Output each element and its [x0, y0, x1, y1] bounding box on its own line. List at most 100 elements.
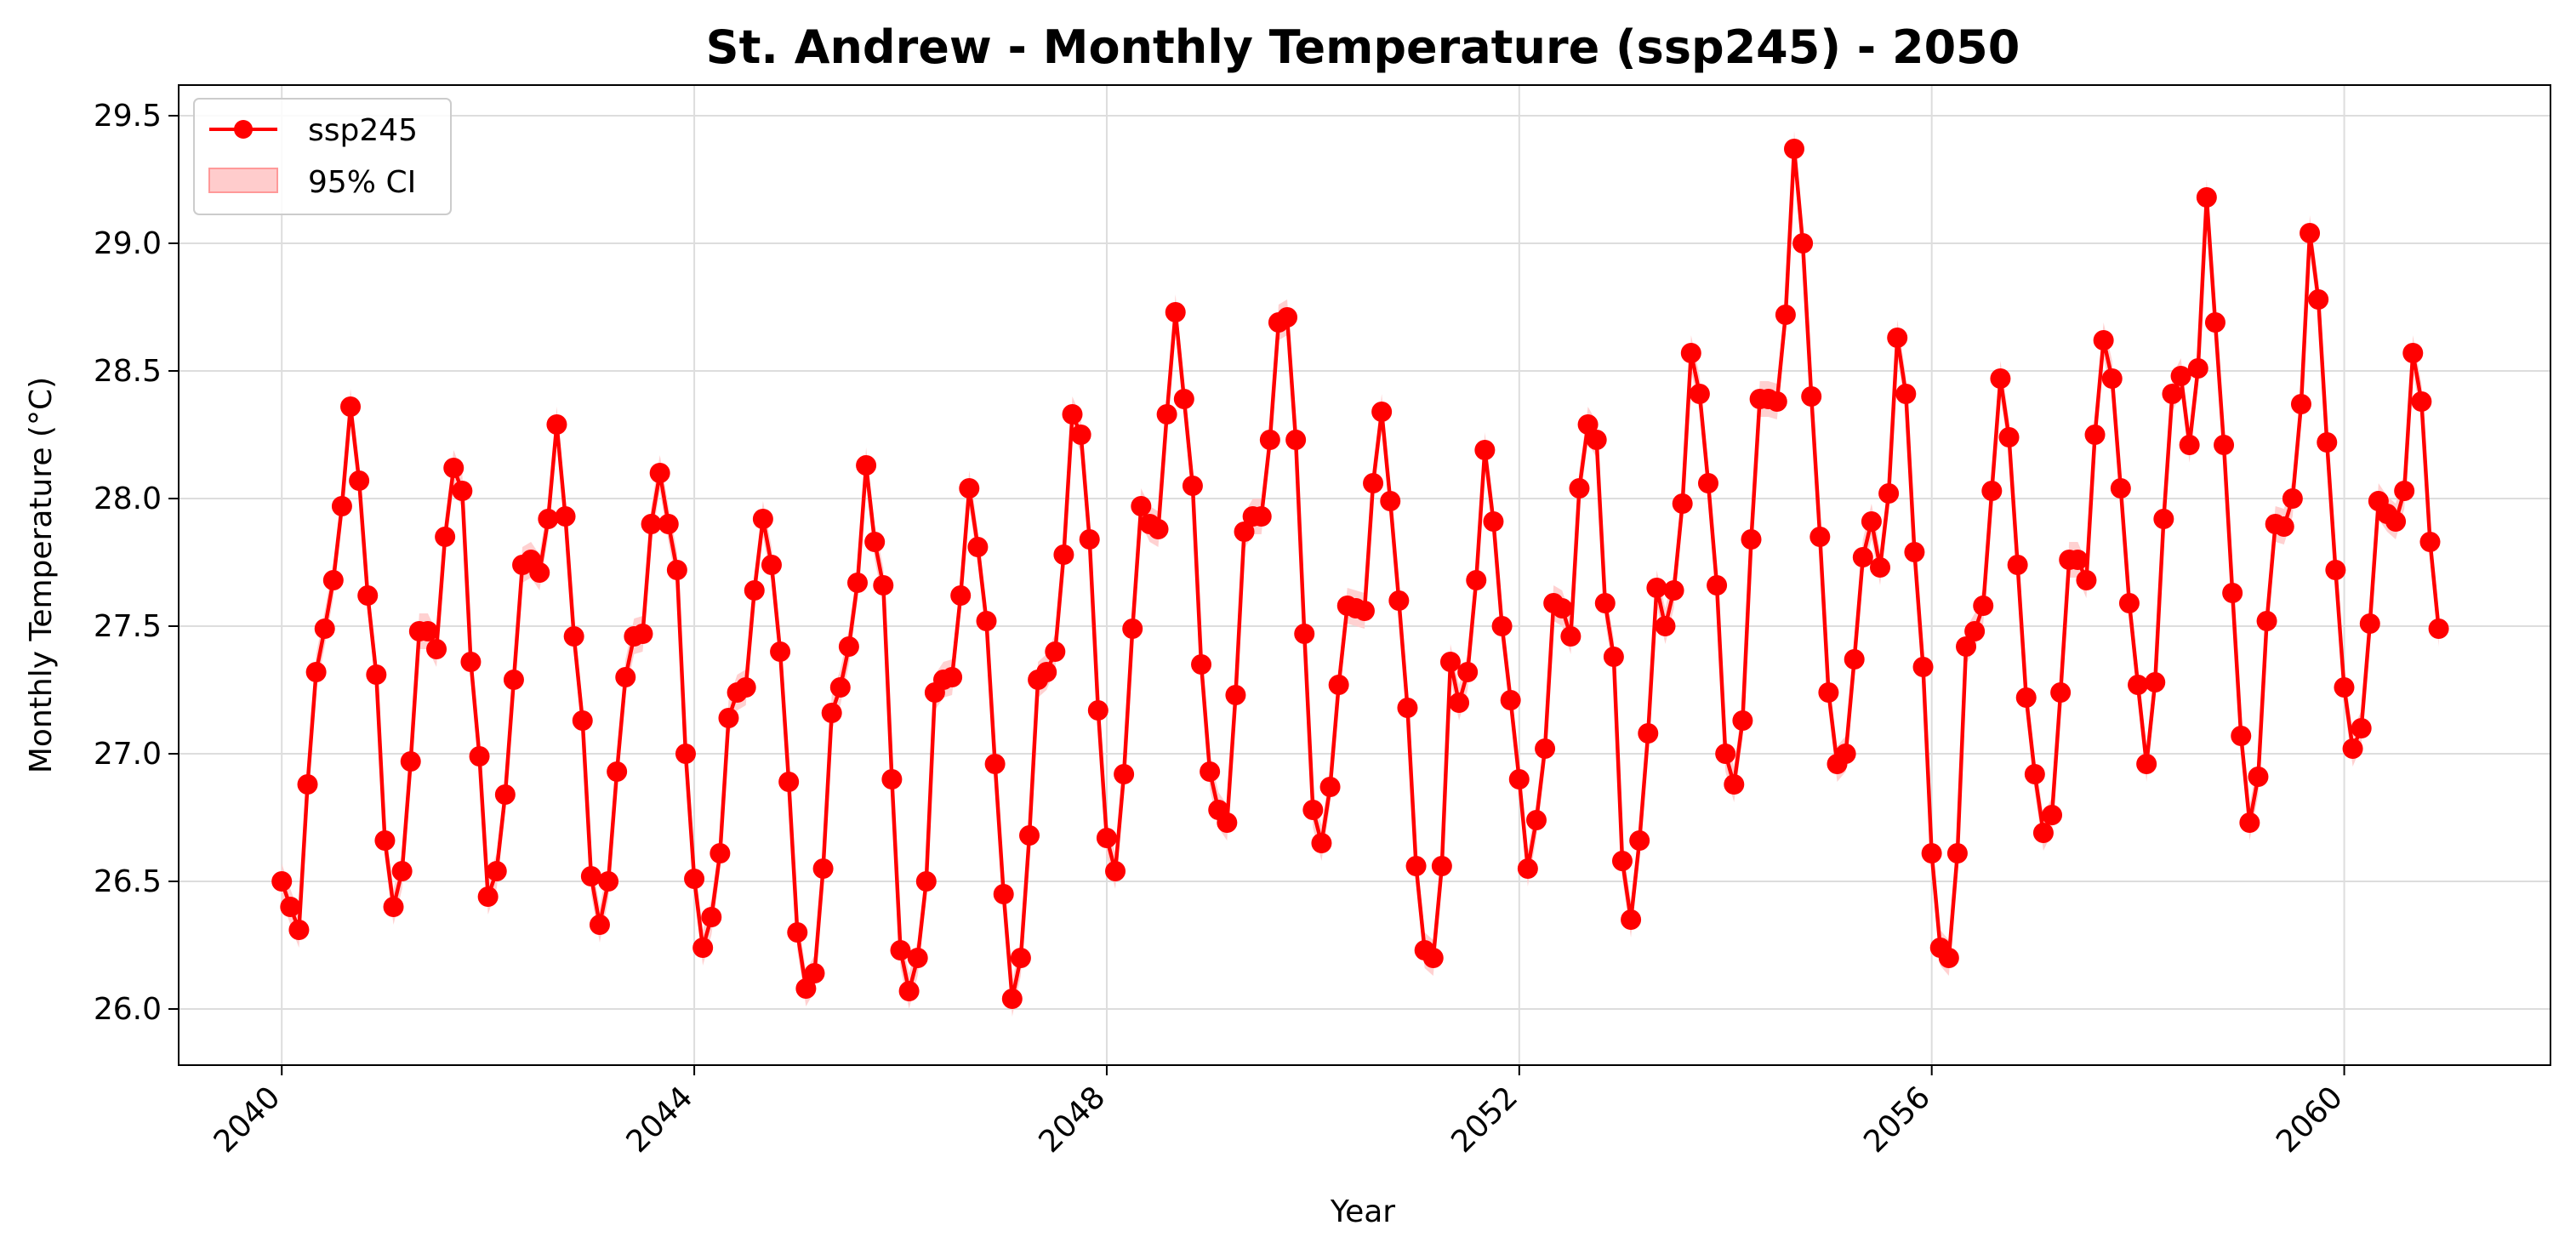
data-point	[1388, 590, 1410, 611]
data-point	[538, 509, 559, 529]
data-point	[778, 772, 800, 792]
data-point	[1981, 481, 2003, 501]
data-point	[829, 677, 851, 698]
data-point	[1001, 989, 1023, 1009]
data-point	[915, 871, 937, 892]
data-point	[1594, 593, 1616, 613]
data-point	[1560, 626, 1582, 647]
data-point	[1990, 368, 2011, 389]
data-point	[2385, 511, 2407, 532]
data-point	[795, 978, 817, 999]
data-point	[2145, 672, 2166, 693]
data-point	[2196, 187, 2217, 208]
data-point	[383, 897, 404, 917]
data-point	[1956, 636, 1977, 657]
data-point	[1122, 618, 1143, 639]
data-point	[1517, 858, 1538, 879]
data-point	[1397, 698, 1418, 718]
legend-label-ssp245: ssp245	[308, 113, 418, 148]
data-point	[761, 555, 782, 575]
data-point	[1114, 764, 1135, 784]
data-point	[2248, 767, 2269, 787]
data-point	[2015, 687, 2037, 708]
legend: ssp245 95% CI	[193, 98, 452, 215]
y-tick-label: 26.5	[94, 864, 162, 899]
data-point	[2402, 343, 2424, 363]
data-point	[1552, 598, 1573, 618]
data-point	[959, 478, 980, 499]
data-point	[2394, 481, 2415, 501]
data-point	[1887, 328, 1908, 348]
series-ssp245	[271, 139, 2449, 1009]
data-point	[1973, 596, 1994, 616]
data-point	[555, 506, 576, 527]
data-point	[2282, 488, 2303, 509]
data-point	[1483, 511, 1504, 532]
data-point	[2428, 618, 2449, 639]
y-tick-label: 29.5	[94, 99, 162, 134]
data-point	[1663, 580, 1684, 601]
data-point	[1165, 302, 1186, 322]
data-point	[1680, 343, 1701, 363]
data-point	[2204, 312, 2226, 333]
data-point	[2007, 555, 2028, 575]
data-point	[2093, 330, 2114, 351]
data-point	[2110, 478, 2131, 499]
data-point	[1234, 522, 1255, 542]
legend-ci-swatch	[208, 168, 278, 193]
data-point	[1586, 430, 1607, 450]
data-point	[1895, 384, 1917, 404]
data-point	[2170, 366, 2191, 386]
data-point	[529, 562, 550, 583]
plot-frame	[178, 84, 2551, 1066]
data-point	[1921, 843, 1942, 864]
data-point	[1741, 529, 1762, 550]
data-point	[890, 940, 911, 960]
data-point	[1182, 476, 1203, 496]
data-point	[701, 907, 722, 927]
data-point	[1354, 601, 1375, 621]
data-point	[649, 463, 670, 483]
y-tick-label: 27.0	[94, 737, 162, 772]
data-point	[804, 963, 825, 983]
data-point	[400, 751, 421, 772]
y-axis-label: Monthly Temperature (°C)	[24, 377, 59, 773]
data-point	[546, 414, 567, 435]
data-point	[1611, 851, 1633, 871]
data-point	[1870, 557, 1891, 578]
data-point	[1732, 710, 1753, 731]
data-point	[2032, 823, 2054, 843]
data-point	[2256, 611, 2277, 631]
data-point	[2067, 550, 2089, 570]
data-point	[1844, 649, 1865, 670]
data-point	[752, 509, 773, 529]
data-point	[1217, 812, 1238, 833]
data-point	[1251, 506, 1272, 527]
data-point	[1259, 430, 1280, 450]
data-point	[2290, 394, 2311, 414]
data-point	[443, 458, 464, 478]
data-point	[2128, 675, 2149, 695]
data-point	[812, 858, 834, 879]
data-point	[2050, 682, 2072, 703]
data-point	[2342, 738, 2363, 759]
data-point	[735, 677, 756, 698]
grid	[179, 85, 2550, 1065]
data-point	[1131, 496, 1152, 516]
data-point	[1525, 810, 1547, 830]
data-point	[280, 897, 301, 917]
data-point	[2273, 516, 2294, 537]
data-point	[2084, 425, 2106, 445]
data-point	[1019, 825, 1040, 846]
data-point	[1715, 744, 1736, 764]
data-point	[563, 626, 584, 647]
data-point	[1724, 774, 1745, 795]
data-point	[366, 664, 387, 685]
data-point	[967, 537, 989, 557]
data-point	[1474, 440, 1496, 460]
data-point	[2300, 223, 2321, 243]
data-point	[374, 830, 396, 851]
y-tick-label: 28.5	[94, 354, 162, 389]
data-point	[1603, 647, 1624, 667]
data-point	[1422, 948, 1444, 968]
